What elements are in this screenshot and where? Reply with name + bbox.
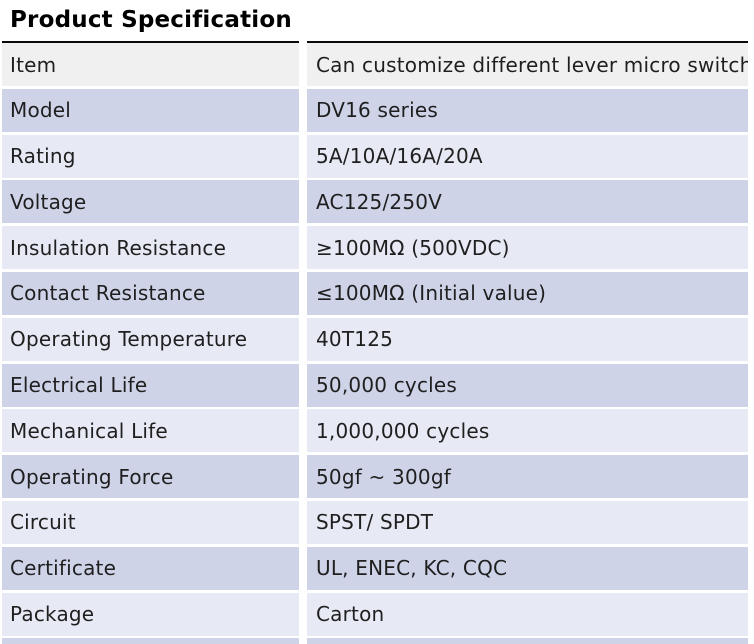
table-row: Electrical Life 50,000 cycles (2, 363, 748, 407)
table-row: Circuit SPST/ SPDT (2, 500, 748, 544)
spec-value-cell: Can customize different lever micro swit… (307, 41, 748, 86)
table-row: Rating 5A/10A/16A/20A (2, 134, 748, 178)
spec-table: Item Can customize different lever micro… (2, 41, 748, 644)
table-row: Operating Temperature 40T125 (2, 317, 748, 361)
spec-value-cell: 1,000,000 cycles (307, 409, 748, 453)
table-row: Mechanical Life 1,000,000 cycles (2, 409, 748, 453)
table-row: Package Carton (2, 592, 748, 636)
spec-value-cell: ≤100MΩ (Initial value) (307, 271, 748, 315)
table-row: Model DV16 series (2, 88, 748, 132)
spec-label-cell: Insulation Resistance (2, 226, 299, 270)
spec-value-cell (307, 638, 748, 644)
table-row: Operating Force 50gf ~ 300gf (2, 455, 748, 499)
spec-label-cell: Operating Force (2, 455, 299, 499)
spec-label-cell (2, 638, 299, 644)
spec-label-cell: Operating Temperature (2, 317, 299, 361)
table-row: Insulation Resistance ≥100MΩ (500VDC) (2, 226, 748, 270)
table-row: Certificate UL, ENEC, KC, CQC (2, 546, 748, 590)
spec-value-cell: ≥100MΩ (500VDC) (307, 226, 748, 270)
spec-value-cell: 50gf ~ 300gf (307, 455, 748, 499)
table-row (2, 638, 748, 644)
spec-label-cell: Contact Resistance (2, 271, 299, 315)
spec-value-cell: UL, ENEC, KC, CQC (307, 546, 748, 590)
page-title: Product Specification (10, 7, 292, 33)
spec-label-cell: Certificate (2, 546, 299, 590)
spec-label-cell: Model (2, 88, 299, 132)
spec-value-cell: AC125/250V (307, 180, 748, 224)
spec-label-cell: Voltage (2, 180, 299, 224)
spec-label-cell: Rating (2, 134, 299, 178)
spec-label-cell: Electrical Life (2, 363, 299, 407)
spec-value-cell: 40T125 (307, 317, 748, 361)
spec-value-cell: SPST/ SPDT (307, 500, 748, 544)
spec-value-cell: Carton (307, 592, 748, 636)
spec-value-cell: 5A/10A/16A/20A (307, 134, 748, 178)
spec-value-cell: 50,000 cycles (307, 363, 748, 407)
table-row: Contact Resistance ≤100MΩ (Initial value… (2, 271, 748, 315)
spec-label-cell: Item (2, 41, 299, 86)
spec-label-cell: Mechanical Life (2, 409, 299, 453)
table-row: Item Can customize different lever micro… (2, 41, 748, 86)
table-row: Voltage AC125/250V (2, 180, 748, 224)
spec-value-cell: DV16 series (307, 88, 748, 132)
spec-label-cell: Circuit (2, 500, 299, 544)
spec-label-cell: Package (2, 592, 299, 636)
